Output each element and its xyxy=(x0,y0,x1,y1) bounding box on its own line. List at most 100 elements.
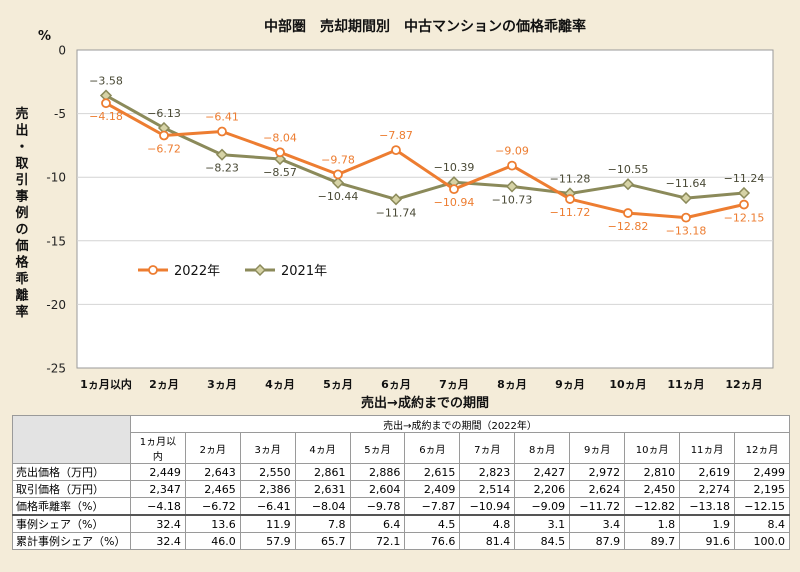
table-cell: 100.0 xyxy=(734,532,790,550)
marker-2021 xyxy=(273,152,287,166)
x-axis-title: 売出→成約までの期間 xyxy=(361,395,489,411)
table-column-header: 7ヵ月 xyxy=(459,432,516,464)
table-cell: −12.82 xyxy=(624,497,681,516)
marker-2022 xyxy=(565,194,575,204)
table-cell: 2,619 xyxy=(679,463,736,481)
table-cell: −8.04 xyxy=(294,497,351,516)
x-tick-label: 5ヵ月 xyxy=(323,378,353,391)
data-label-2021: −11.24 xyxy=(724,172,765,185)
legend-marker-circle xyxy=(148,265,158,275)
table-column-header: 5ヵ月 xyxy=(349,432,406,464)
table-cell: 1.8 xyxy=(624,514,681,533)
y-tick-label: -20 xyxy=(46,298,66,312)
table-cell: 2,861 xyxy=(294,463,351,481)
data-label-2021: −11.28 xyxy=(550,172,591,185)
y-unit-label: % xyxy=(38,29,51,44)
table-cell: 2,643 xyxy=(184,463,241,481)
series-lines xyxy=(105,94,745,220)
marker-2022 xyxy=(333,169,343,180)
table-cell: 2,386 xyxy=(239,480,296,498)
marker-2022 xyxy=(159,130,169,141)
table-cell: 76.6 xyxy=(404,532,461,550)
table-cell: 3.4 xyxy=(569,514,626,533)
table-cell: −10.94 xyxy=(459,497,516,516)
data-label-2022: −12.82 xyxy=(608,220,649,233)
data-label-2022: −4.18 xyxy=(89,110,123,123)
y-axis-title-char: 離 xyxy=(15,288,28,304)
marker-2022 xyxy=(449,184,459,195)
table-cell: −4.18 xyxy=(129,497,186,516)
y-tick-label: -25 xyxy=(46,362,66,376)
table-cell: 2,347 xyxy=(129,480,186,498)
data-labels: −4.18 −3.58 −6.72 −6.13 −6.41 −8.23 −8.04 −8.57… xyxy=(89,75,764,238)
table-cell: 2,604 xyxy=(349,480,406,498)
table-group-header: 売出→成約までの期間（2022年） xyxy=(129,415,791,433)
table-cell: 84.5 xyxy=(514,532,571,550)
legend-label: 2021年 xyxy=(281,264,327,279)
table-cell: 2,886 xyxy=(349,463,406,481)
table-cell: 11.9 xyxy=(239,514,296,533)
legend-marker-diamond xyxy=(253,263,267,277)
table-column-header: 2ヵ月 xyxy=(184,432,241,464)
marker-2021 xyxy=(505,180,519,193)
table-row-label: 累計事例シェア（%） xyxy=(12,532,131,550)
table-cell: 13.6 xyxy=(184,514,241,533)
data-label-2022: −9.09 xyxy=(495,145,529,158)
y-tick-label: -10 xyxy=(46,171,66,185)
x-tick-label: 2ヵ月 xyxy=(149,378,179,391)
x-tick-label: 7ヵ月 xyxy=(439,378,469,391)
marker-2021 xyxy=(737,186,751,200)
marker-2021 xyxy=(331,176,345,189)
table-cell: 91.6 xyxy=(679,532,736,550)
legend: 2022年 2021年 xyxy=(138,263,327,279)
marker-2022 xyxy=(681,212,691,223)
table-cell: −7.87 xyxy=(404,497,461,516)
table-cell: −12.15 xyxy=(734,497,790,516)
table-cell: 4.8 xyxy=(459,514,516,533)
marker-2021 xyxy=(621,178,635,191)
table-cell: 87.9 xyxy=(569,532,626,550)
marker-2022 xyxy=(739,199,749,210)
table-row: 取引価格（万円） 2,347 2,465 2,386 2,631 2,604 2,409 2,… xyxy=(12,480,790,498)
table-cell: 46.0 xyxy=(184,532,241,550)
table-cell: −6.41 xyxy=(239,497,296,516)
x-tick-labels: 1ヵ月以内 2ヵ月 3ヵ月 4ヵ月 5ヵ月 6ヵ月 7ヵ月 8ヵ月 9ヵ月 10ヵ月 11ヵ月 12ヵ… xyxy=(80,377,762,391)
y-axis-title-char: 引 xyxy=(15,173,28,188)
y-axis-title-char: 率 xyxy=(15,304,28,320)
x-tick-label: 4ヵ月 xyxy=(265,378,295,391)
table-row-label: 取引価格（万円） xyxy=(12,480,131,498)
marker-2021 xyxy=(389,193,403,206)
y-axis-title-char: 取 xyxy=(15,157,29,172)
data-label-2021: −11.74 xyxy=(376,206,417,219)
table-cell: −9.78 xyxy=(349,497,406,516)
table-row-label: 売出価格（万円） xyxy=(12,463,131,481)
data-label-2022: −10.94 xyxy=(434,196,475,209)
table-cell: 81.4 xyxy=(459,532,516,550)
table-row: 売出価格（万円） 2,449 2,643 2,550 2,861 2,886 2,615 2,… xyxy=(12,463,790,481)
y-axis-title-char: 格 xyxy=(15,255,29,271)
y-axis-title-char: 出 xyxy=(15,123,28,139)
data-label-2022: −6.72 xyxy=(147,142,181,155)
x-tick-label: 10ヵ月 xyxy=(609,378,646,391)
table-row: 累計事例シェア（%） 32.4 46.0 57.9 65.7 72.1 76.6 81.4 84… xyxy=(12,532,790,550)
table-cell: 32.4 xyxy=(129,532,186,550)
table-cell: 2,427 xyxy=(514,463,571,481)
table-column-header: 8ヵ月 xyxy=(514,432,571,464)
x-tick-label: 6ヵ月 xyxy=(381,378,411,391)
y-tick-labels: 0 -5 -10 -15 -20 -25 xyxy=(46,44,66,376)
table-cell: 57.9 xyxy=(239,532,296,550)
table-cell: −9.09 xyxy=(514,497,571,516)
table-cell: 32.4 xyxy=(129,514,186,533)
table-column-header: 9ヵ月 xyxy=(569,432,626,464)
table-cell: 72.1 xyxy=(349,532,406,550)
x-tick-label: 11ヵ月 xyxy=(667,378,704,391)
table-cell: 2,514 xyxy=(459,480,516,498)
y-axis-title-char: 売 xyxy=(15,106,28,122)
x-tick-label: 3ヵ月 xyxy=(207,378,237,391)
table-column-header: 6ヵ月 xyxy=(404,432,461,464)
y-axis-title-char: 例 xyxy=(15,205,28,221)
table-cell: 4.5 xyxy=(404,514,461,533)
data-label-2021: −6.13 xyxy=(147,107,181,120)
x-tick-label: 1ヵ月以内 xyxy=(80,377,132,391)
table-cell: 2,449 xyxy=(129,463,186,481)
